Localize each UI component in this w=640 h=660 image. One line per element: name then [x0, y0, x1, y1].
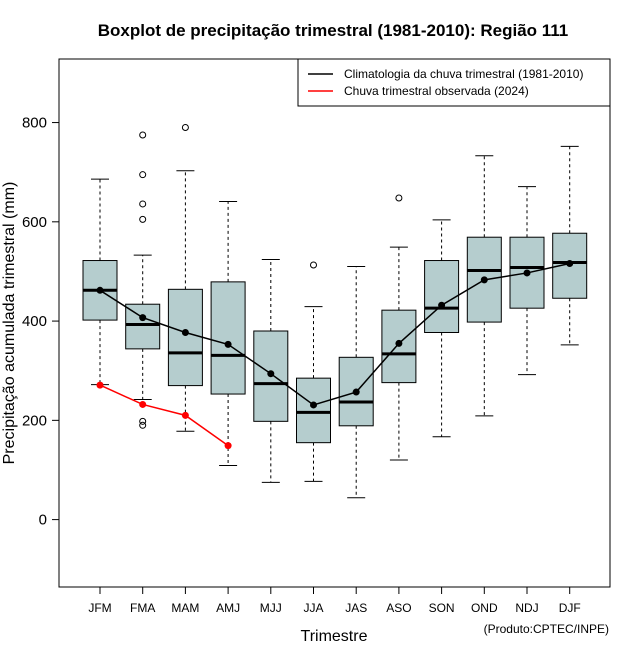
box-ond	[466, 155, 502, 417]
box-fma	[125, 131, 161, 429]
box-aso	[381, 194, 417, 461]
x-tick-label: AMJ	[216, 601, 240, 615]
y-tick-label: 400	[22, 313, 47, 330]
series-point-climatology	[224, 340, 232, 348]
series-line-observed	[99, 384, 229, 447]
box-mam	[167, 124, 203, 432]
legend-label-observed: Chuva trimestral observada (2024)	[344, 84, 529, 98]
x-tick-label: MAM	[171, 601, 199, 615]
series-point-climatology	[267, 370, 275, 378]
x-tick-label: MJJ	[260, 601, 282, 615]
series-point-observed	[139, 400, 147, 408]
outlier-point	[181, 124, 189, 132]
box-jas	[338, 265, 374, 499]
outlier-point	[139, 131, 147, 139]
box-iqr	[253, 330, 289, 422]
box-amj	[210, 200, 246, 467]
credit-text: (Produto:CPTEC/INPE)	[484, 622, 609, 636]
series-point-climatology	[395, 339, 403, 347]
series-point-climatology	[523, 269, 531, 277]
series-point-climatology	[438, 301, 446, 309]
x-tick-label: JAS	[345, 601, 367, 615]
series-point-climatology	[96, 286, 104, 294]
outlier-point	[310, 261, 317, 269]
outlier-point	[139, 171, 147, 179]
series-point-climatology	[310, 401, 317, 409]
box-son	[424, 219, 460, 438]
box-iqr	[210, 281, 246, 395]
x-tick-label: SON	[429, 601, 455, 615]
box-djf	[552, 145, 588, 346]
series-point-climatology	[352, 388, 360, 396]
x-tick-label: JJA	[303, 601, 323, 615]
x-tick-label: OND	[471, 601, 498, 615]
y-tick-label: 0	[39, 512, 47, 529]
box-iqr	[125, 303, 161, 350]
x-tick-label: ASO	[386, 601, 411, 615]
box-mjj	[253, 259, 289, 483]
series-point-climatology	[181, 328, 189, 336]
box-jfm	[82, 178, 118, 386]
x-tick-label: JFM	[88, 601, 111, 615]
boxes-layer	[82, 124, 588, 499]
box-ndj	[509, 186, 545, 376]
outlier-point	[395, 194, 403, 202]
outlier-point	[139, 421, 147, 429]
series-point-climatology	[566, 260, 574, 268]
y-tick-label: 200	[22, 412, 47, 429]
series-line-climatology	[99, 262, 570, 406]
outlier-point	[139, 215, 147, 223]
series-point-climatology	[480, 276, 488, 284]
x-tick-label: DJF	[559, 601, 581, 615]
lines-layer	[96, 260, 574, 450]
outlier-point	[139, 417, 147, 425]
series-point-climatology	[139, 314, 147, 322]
box-iqr	[296, 377, 331, 444]
box-iqr	[167, 288, 203, 387]
series-point-observed	[181, 411, 189, 419]
axes-layer: 0 200 400 600 800 JFM FMA MAM AMJ MJJ JJA JAS ASO SON…	[22, 115, 581, 615]
y-tick-label: 800	[22, 115, 47, 132]
series-point-observed	[96, 381, 104, 389]
legend-box	[297, 58, 611, 107]
x-tick-label: NDJ	[515, 601, 538, 615]
series-point-observed	[224, 442, 232, 450]
y-tick-label: 600	[22, 214, 47, 231]
outlier-point	[139, 200, 147, 208]
chart-title: Boxplot de precipitação trimestral (1981…	[98, 21, 569, 40]
box-jja	[296, 261, 331, 482]
legend: Climatologia da chuva trimestral (1981-2…	[297, 58, 611, 107]
x-tick-label: FMA	[130, 601, 155, 615]
legend-label-climatology: Climatologia da chuva trimestral (1981-2…	[344, 67, 583, 81]
x-axis-label: Trimestre	[301, 628, 368, 645]
box-iqr	[424, 260, 460, 333]
y-axis-label: Precipitação acumulada trimestral (mm)	[1, 182, 18, 465]
